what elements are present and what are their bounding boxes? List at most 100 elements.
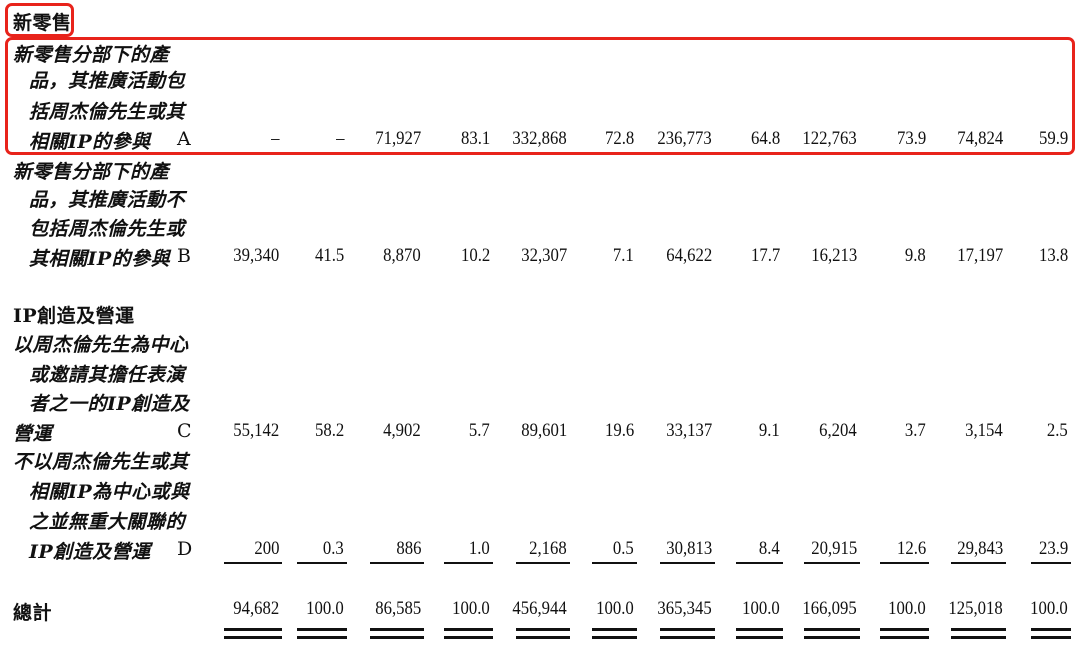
total-double-rule: [804, 628, 860, 639]
row-d-label-line-2: 相關IP為中心或與: [29, 481, 190, 503]
subtotal-rule: [660, 562, 715, 564]
total-double-rule: [370, 628, 424, 639]
row-d-value-8: 8.4: [759, 538, 780, 559]
total-value-4: 100.0: [452, 598, 490, 619]
total-double-rule: [1031, 628, 1071, 639]
subtotal-rule: [297, 562, 347, 564]
total-double-rule: [951, 628, 1006, 639]
row-a-label-line-1: 新零售分部下的產: [13, 44, 170, 66]
total-value-8: 100.0: [742, 598, 780, 619]
row-b-label-line-3: 包括周杰倫先生或: [29, 218, 186, 240]
row-a-value-5: 332,868: [512, 128, 567, 149]
row-b-value-1: 39,340: [233, 245, 279, 266]
row-b-label-line-2: 品，其推廣活動不: [29, 189, 186, 211]
row-c-value-7: 33,137: [666, 420, 712, 441]
total-value-5: 456,944: [512, 598, 567, 619]
row-b-value-7: 64,622: [666, 245, 712, 266]
row-a-label-line-4: 相關IP的參與: [29, 131, 151, 153]
row-c-value-9: 6,204: [819, 420, 857, 441]
section-title-highlight: [5, 3, 74, 37]
row-c-value-6: 19.6: [604, 420, 634, 441]
row-b-value-12: 13.8: [1038, 245, 1068, 266]
total-double-rule: [444, 628, 493, 639]
row-b-value-5: 32,307: [521, 245, 567, 266]
row-a-value-12: 59.9: [1038, 128, 1068, 149]
row-d-value-2: 0.3: [323, 538, 344, 559]
total-value-7: 365,345: [657, 598, 712, 619]
total-double-rule: [736, 628, 783, 639]
row-d-value-9: 20,915: [811, 538, 857, 559]
subtotal-rule: [592, 562, 637, 564]
row-a-value-11: 74,824: [957, 128, 1003, 149]
row-d-value-5: 2,168: [529, 538, 567, 559]
row-d-value-12: 23.9: [1038, 538, 1068, 559]
subtotal-rule: [736, 562, 783, 564]
row-c-code: C: [177, 420, 192, 442]
row-d-value-7: 30,813: [666, 538, 712, 559]
row-a-value-8: 64.8: [750, 128, 780, 149]
row-c-value-10: 3.7: [905, 420, 926, 441]
row-c-value-1: 55,142: [233, 420, 279, 441]
row-a-value-1: –: [270, 128, 279, 149]
total-value-12: 100.0: [1030, 598, 1068, 619]
row-b-label-line-4: 其相關IP的參與: [29, 248, 171, 270]
total-double-rule: [592, 628, 637, 639]
row-a-value-6: 72.8: [604, 128, 634, 149]
row-d-value-11: 29,843: [957, 538, 1003, 559]
row-a-value-7: 236,773: [657, 128, 712, 149]
row-d-value-3: 886: [395, 538, 421, 559]
subtotal-rule: [951, 562, 1006, 564]
row-a-value-10: 73.9: [896, 128, 926, 149]
total-value-6: 100.0: [596, 598, 634, 619]
row-d-code: D: [177, 538, 193, 560]
row-d-label-line-3: 之並無重大關聯的: [29, 511, 186, 533]
subtotal-rule: [804, 562, 860, 564]
subtotal-rule: [224, 562, 282, 564]
row-a-value-2: –: [335, 128, 344, 149]
row-c-value-5: 89,601: [521, 420, 567, 441]
row-b-value-11: 17,197: [957, 245, 1003, 266]
row-b-label-line-1: 新零售分部下的產: [13, 161, 170, 183]
total-double-rule: [224, 628, 282, 639]
row-b-value-3: 8,870: [383, 245, 421, 266]
row-b-value-4: 10.2: [460, 245, 490, 266]
total-value-10: 100.0: [888, 598, 926, 619]
row-a-value-4: 83.1: [460, 128, 490, 149]
row-b-value-10: 9.8: [905, 245, 926, 266]
row-d-label-line-1: 不以周杰倫先生或其: [13, 451, 189, 473]
subtotal-rule: [516, 562, 570, 564]
row-c-value-3: 4,902: [383, 420, 421, 441]
row-a-highlight: [5, 37, 1075, 155]
subtotal-rule: [880, 562, 929, 564]
row-a-value-9: 122,763: [802, 128, 857, 149]
total-value-3: 86,585: [375, 598, 421, 619]
row-c-value-2: 58.2: [314, 420, 344, 441]
total-double-rule: [516, 628, 570, 639]
row-d-value-4: 1.0: [469, 538, 490, 559]
row-d-value-1: 200: [253, 538, 279, 559]
total-double-rule: [660, 628, 715, 639]
row-b-value-9: 16,213: [811, 245, 857, 266]
row-b-code: B: [177, 245, 191, 267]
row-a-code: A: [177, 128, 191, 150]
row-b-value-6: 7.1: [613, 245, 634, 266]
subtotal-rule: [1031, 562, 1071, 564]
row-a-label-line-2: 品，其推廣活動包: [29, 70, 186, 92]
row-b-value-2: 41.5: [314, 245, 344, 266]
total-value-1: 94,682: [233, 598, 279, 619]
row-c-value-12: 2.5: [1047, 420, 1068, 441]
row-c-label-line-4: 營運: [13, 423, 53, 445]
row-d-label-line-4: IP創造及營運: [29, 541, 151, 563]
row-b-value-8: 17.7: [750, 245, 780, 266]
total-double-rule: [297, 628, 347, 639]
row-c-value-11: 3,154: [965, 420, 1003, 441]
row-c-value-8: 9.1: [759, 420, 780, 441]
row-a-label-line-3: 括周杰倫先生或其: [29, 101, 186, 123]
row-d-value-10: 12.6: [896, 538, 926, 559]
row-c-heading: IP創造及營運: [13, 305, 135, 327]
row-d-value-6: 0.5: [613, 538, 634, 559]
subtotal-rule: [444, 562, 493, 564]
row-c-label-line-1: 以周杰倫先生為中心: [13, 334, 189, 356]
row-c-label-line-3: 者之一的IP創造及: [29, 393, 190, 415]
row-a-value-3: 71,927: [375, 128, 421, 149]
